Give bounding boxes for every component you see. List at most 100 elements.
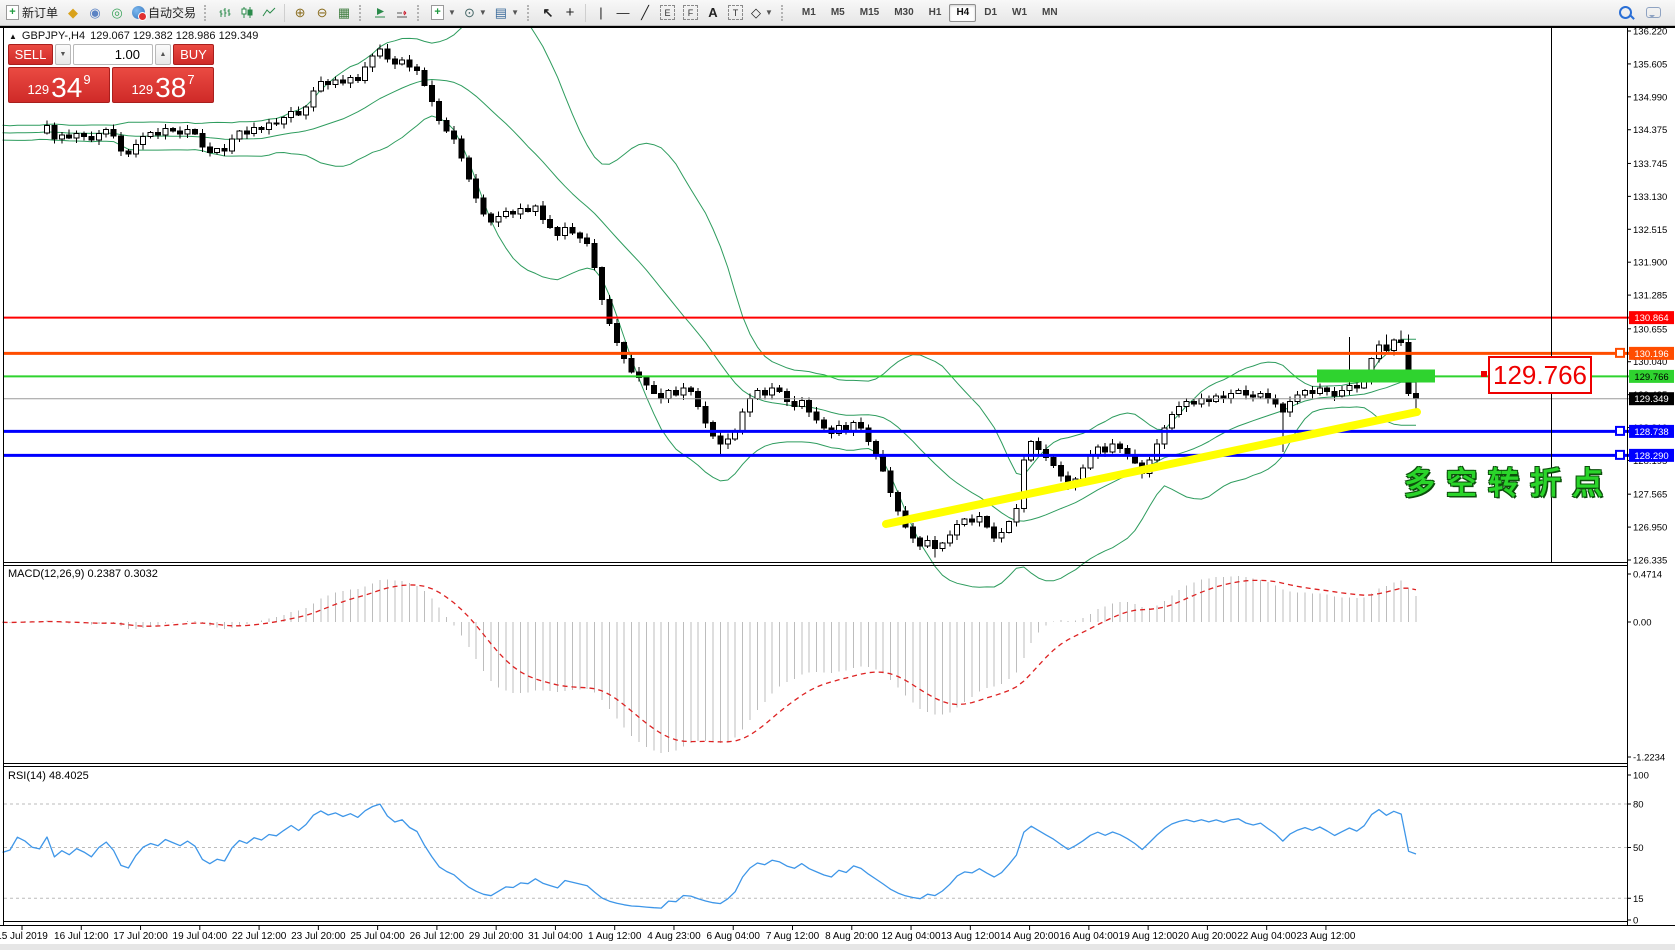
search-button[interactable]	[1614, 3, 1636, 23]
buy-price-pip: 7	[187, 72, 195, 87]
shapes-button[interactable]: ◇ ▼	[747, 3, 777, 23]
macd-signal-line	[2, 579, 1417, 743]
timeframe-button-W1[interactable]: W1	[1005, 4, 1034, 22]
buy-button[interactable]: BUY	[173, 44, 214, 65]
zoom-out-icon: ⊖	[316, 5, 328, 20]
timeframe-button-M30[interactable]: M30	[887, 4, 920, 22]
templates-button[interactable]: ▤ ▼	[491, 3, 523, 23]
crosshair-button[interactable]: +	[559, 3, 581, 23]
label-icon: T	[728, 5, 743, 20]
timeframe-button-D1[interactable]: D1	[977, 4, 1004, 22]
cursor-button[interactable]: ↖	[537, 3, 559, 23]
svg-text:22 Jul 12:00: 22 Jul 12:00	[232, 931, 287, 942]
sell-price-button[interactable]: 129 34 9	[8, 67, 110, 103]
svg-text:126.950: 126.950	[1633, 523, 1667, 534]
timeframe-button-H4[interactable]: H4	[949, 3, 977, 22]
new-order-button[interactable]: + 新订单	[2, 3, 62, 23]
trendline-icon: ╱	[641, 5, 649, 20]
svg-text:133.745: 133.745	[1633, 159, 1667, 170]
deposit-button[interactable]: ◆	[62, 3, 84, 23]
svg-text:16 Jul 12:00: 16 Jul 12:00	[54, 931, 109, 942]
auto-trading-button[interactable]: 自动交易	[128, 3, 200, 23]
vertical-line-button[interactable]: |	[590, 3, 612, 23]
chevron-down-icon: ▼	[511, 8, 519, 17]
svg-text:19 Aug 12:00: 19 Aug 12:00	[1119, 931, 1178, 942]
chart-annotation-text[interactable]: 多空转折点	[1404, 466, 1614, 501]
auto-trading-icon	[132, 6, 148, 21]
svg-text:26 Jul 12:00: 26 Jul 12:00	[410, 931, 465, 942]
chevron-down-icon: ▼	[478, 8, 487, 17]
candlestick-chart-button[interactable]	[236, 3, 258, 23]
svg-text:128.738: 128.738	[1634, 427, 1668, 438]
volume-input[interactable]	[73, 44, 153, 65]
zoom-in-button[interactable]: ⊕	[289, 3, 311, 23]
signals-button[interactable]: ◎	[106, 3, 128, 23]
svg-text:133.130: 133.130	[1633, 192, 1667, 203]
indicators-button[interactable]: + ▼	[427, 3, 460, 23]
svg-text:31 Jul 04:00: 31 Jul 04:00	[528, 931, 583, 942]
timeframe-button-H1[interactable]: H1	[922, 4, 949, 22]
tile-windows-button[interactable]: ▦	[333, 3, 355, 23]
volume-increase-button[interactable]: ▲	[155, 44, 171, 65]
timeframe-button-M15[interactable]: M15	[853, 4, 886, 22]
toolbar-separator	[284, 3, 286, 22]
svg-text:129.766: 129.766	[1634, 372, 1668, 383]
sell-button[interactable]: SELL	[8, 44, 53, 65]
toolbar-separator	[585, 3, 586, 22]
svg-text:-1.2234: -1.2234	[1633, 753, 1665, 764]
yellow-trendline[interactable]	[882, 408, 1421, 528]
equidistant-channel-button[interactable]: E	[656, 3, 679, 23]
buy-price-button[interactable]: 129 38 7	[112, 67, 214, 103]
fibonacci-icon: F	[683, 5, 698, 20]
timeframe-button-M1[interactable]: M1	[795, 4, 823, 22]
one-click-trading-panel: SELL ▼ ▲ BUY 129 34 9 129 38 7	[8, 44, 214, 103]
candles	[44, 44, 1419, 558]
auto-scroll-button[interactable]	[369, 3, 391, 23]
price-axis[interactable]: 136.220 135.605 134.990 134.375 133.745 133.1…	[1627, 27, 1667, 927]
toolbar-grip	[204, 4, 210, 21]
profile-icon: ◉	[89, 5, 101, 20]
resistance-zone-highlight[interactable]	[1317, 369, 1435, 383]
price-level-badges: 130.864 130.196 129.766 128.738 128.290 129.3…	[1615, 311, 1674, 462]
line-chart-icon	[262, 7, 276, 17]
zoom-out-button[interactable]: ⊖	[311, 3, 333, 23]
profile-button[interactable]: ◉	[84, 3, 106, 23]
zoom-in-icon: ⊕	[294, 5, 306, 20]
svg-text:132.515: 132.515	[1633, 225, 1667, 236]
svg-text:23 Aug 12:00: 23 Aug 12:00	[1296, 931, 1355, 942]
line-chart-button[interactable]	[258, 3, 280, 23]
fibonacci-button[interactable]: F	[679, 3, 702, 23]
chart-shift-button[interactable]	[391, 3, 413, 23]
time-axis[interactable]: 15 Jul 2019 16 Jul 12:00 17 Jul 20:00 19 Ju…	[0, 926, 1356, 942]
text-label-button[interactable]: T	[724, 3, 747, 23]
timeframe-button-M5[interactable]: M5	[824, 4, 852, 22]
bar-chart-icon	[219, 8, 231, 17]
volume-decrease-button[interactable]: ▼	[55, 44, 71, 65]
svg-text:13 Aug 12:00: 13 Aug 12:00	[941, 931, 1000, 942]
auto-trading-label: 自动交易	[148, 6, 197, 20]
horizontal-line-button[interactable]: —	[612, 3, 634, 23]
svg-text:19 Jul 04:00: 19 Jul 04:00	[173, 931, 228, 942]
periods-button[interactable]: ⊙ ▼	[460, 3, 491, 23]
price-callout[interactable]: 129.766	[1481, 356, 1592, 394]
svg-text:15: 15	[1633, 894, 1644, 905]
svg-text:20 Aug 20:00: 20 Aug 20:00	[1178, 931, 1237, 942]
svg-text:16 Aug 04:00: 16 Aug 04:00	[1059, 931, 1118, 942]
timeframe-button-MN[interactable]: MN	[1035, 4, 1065, 22]
chat-button[interactable]	[1642, 3, 1665, 23]
text-button[interactable]: A	[702, 3, 724, 23]
bar-chart-button[interactable]	[214, 3, 236, 23]
cursor-icon: ↖	[542, 5, 554, 20]
vertical-line-icon: |	[599, 5, 603, 20]
trendline-button[interactable]: ╱	[634, 3, 656, 23]
svg-text:135.605: 135.605	[1633, 59, 1667, 70]
svg-text:127.565: 127.565	[1633, 490, 1667, 501]
new-order-icon: +	[6, 5, 19, 20]
svg-text:128.290: 128.290	[1634, 451, 1668, 462]
svg-text:100: 100	[1633, 771, 1649, 782]
svg-text:1 Aug 12:00: 1 Aug 12:00	[588, 931, 642, 942]
svg-text:131.285: 131.285	[1633, 291, 1667, 302]
toolbar-grip	[527, 4, 533, 21]
